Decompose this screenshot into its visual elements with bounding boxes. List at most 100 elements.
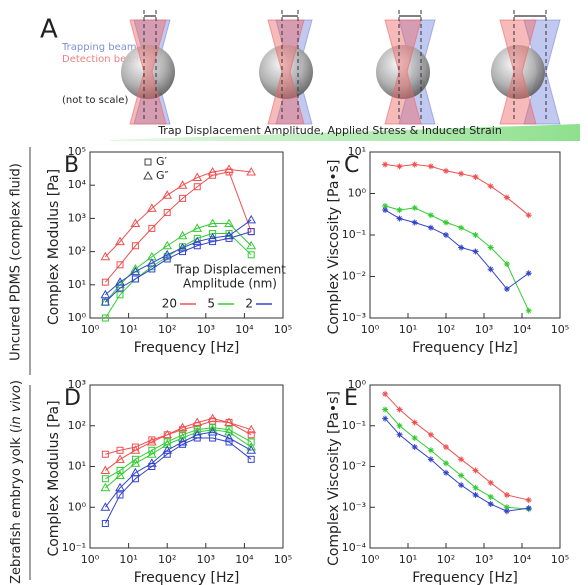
marker xyxy=(487,501,494,508)
marker xyxy=(192,417,203,427)
marker xyxy=(246,214,257,224)
marker xyxy=(179,440,187,448)
marker xyxy=(525,505,532,512)
marker xyxy=(207,166,218,176)
marker xyxy=(396,215,403,222)
marker xyxy=(193,426,201,434)
series-line xyxy=(384,205,530,311)
marker xyxy=(472,173,479,180)
marker xyxy=(411,219,418,226)
marker xyxy=(115,454,125,463)
x-tick-label: 10² xyxy=(437,323,455,336)
marker xyxy=(209,230,217,238)
marker xyxy=(246,445,257,454)
marker xyxy=(146,449,157,458)
series-line xyxy=(105,420,252,455)
marker xyxy=(411,419,418,426)
marker xyxy=(100,482,111,492)
legend-label: 2 xyxy=(245,297,253,311)
marker xyxy=(163,209,171,217)
bead xyxy=(376,45,430,99)
y-tick-label: 10⁻² xyxy=(342,460,366,473)
marker xyxy=(146,436,157,446)
marker xyxy=(382,415,389,422)
x-tick-label: 10⁵ xyxy=(551,553,569,566)
marker xyxy=(443,167,449,174)
marker xyxy=(458,244,465,251)
marker xyxy=(246,240,257,250)
y-tick-label: 10¹ xyxy=(348,145,366,158)
x-axis-label: Frequency [Hz] xyxy=(134,570,240,585)
x-tick-label: 10³ xyxy=(197,553,215,566)
bar-text: Trap Displacement Amplitude, Applied Str… xyxy=(157,124,502,137)
marker xyxy=(503,285,510,292)
marker xyxy=(177,242,188,252)
marker xyxy=(148,436,156,444)
marker xyxy=(116,261,124,269)
legend-title: Trap Displacement xyxy=(173,263,286,277)
marker xyxy=(163,438,171,446)
marker xyxy=(458,472,465,479)
marker xyxy=(146,258,157,267)
x-tick-label: 10⁰ xyxy=(81,553,100,566)
marker xyxy=(503,194,510,201)
marker xyxy=(247,251,255,259)
marker xyxy=(472,232,479,238)
marker xyxy=(525,497,532,504)
x-tick-label: 10⁵ xyxy=(274,323,292,336)
marker xyxy=(162,429,173,439)
beam xyxy=(499,19,537,125)
marker xyxy=(162,445,173,454)
series-line xyxy=(384,418,529,512)
marker xyxy=(382,161,389,168)
marker xyxy=(115,482,125,492)
marker xyxy=(427,163,434,170)
marker xyxy=(209,424,217,432)
marker xyxy=(225,426,233,434)
legend-marker xyxy=(143,170,153,180)
series-line xyxy=(384,393,529,501)
marker xyxy=(503,504,510,511)
marker xyxy=(100,289,111,299)
marker xyxy=(396,207,403,214)
x-tick-label: 10¹ xyxy=(399,553,417,566)
y-tick-label: 10⁻³ xyxy=(342,500,366,513)
marker xyxy=(162,190,173,199)
marker xyxy=(115,236,125,246)
marker xyxy=(193,183,201,191)
marker xyxy=(427,212,434,219)
row-label-part: ) xyxy=(9,380,24,385)
marker xyxy=(247,431,255,439)
marker xyxy=(101,314,109,322)
marker xyxy=(443,444,449,451)
bead xyxy=(259,45,313,99)
marker xyxy=(247,438,255,446)
marker xyxy=(224,218,234,228)
marker xyxy=(225,438,233,446)
trapping-label: Trapping beam xyxy=(61,42,137,53)
x-tick-label: 10⁴ xyxy=(513,323,532,336)
marker xyxy=(525,212,532,219)
plot-frame xyxy=(369,151,561,319)
row-label: Uncured PDMS (complex fluid) xyxy=(9,163,24,361)
marker xyxy=(224,433,234,442)
y-tick-label: 10⁻² xyxy=(342,270,366,283)
note: (not to scale) xyxy=(62,95,128,106)
marker xyxy=(177,180,188,189)
marker xyxy=(179,248,187,256)
panel-letter: B xyxy=(64,153,79,178)
panel-letter: E xyxy=(344,386,358,411)
marker xyxy=(246,166,257,176)
y-tick-label: 10⁰ xyxy=(348,378,367,391)
series-line xyxy=(104,171,252,283)
marker xyxy=(487,266,494,273)
marker xyxy=(101,298,109,306)
x-tick-label: 10² xyxy=(158,553,176,566)
marker xyxy=(427,456,434,463)
marker xyxy=(207,413,218,423)
marker xyxy=(148,224,156,232)
marker xyxy=(246,424,257,434)
x-tick-label: 10⁰ xyxy=(361,553,380,566)
marker xyxy=(443,232,449,238)
